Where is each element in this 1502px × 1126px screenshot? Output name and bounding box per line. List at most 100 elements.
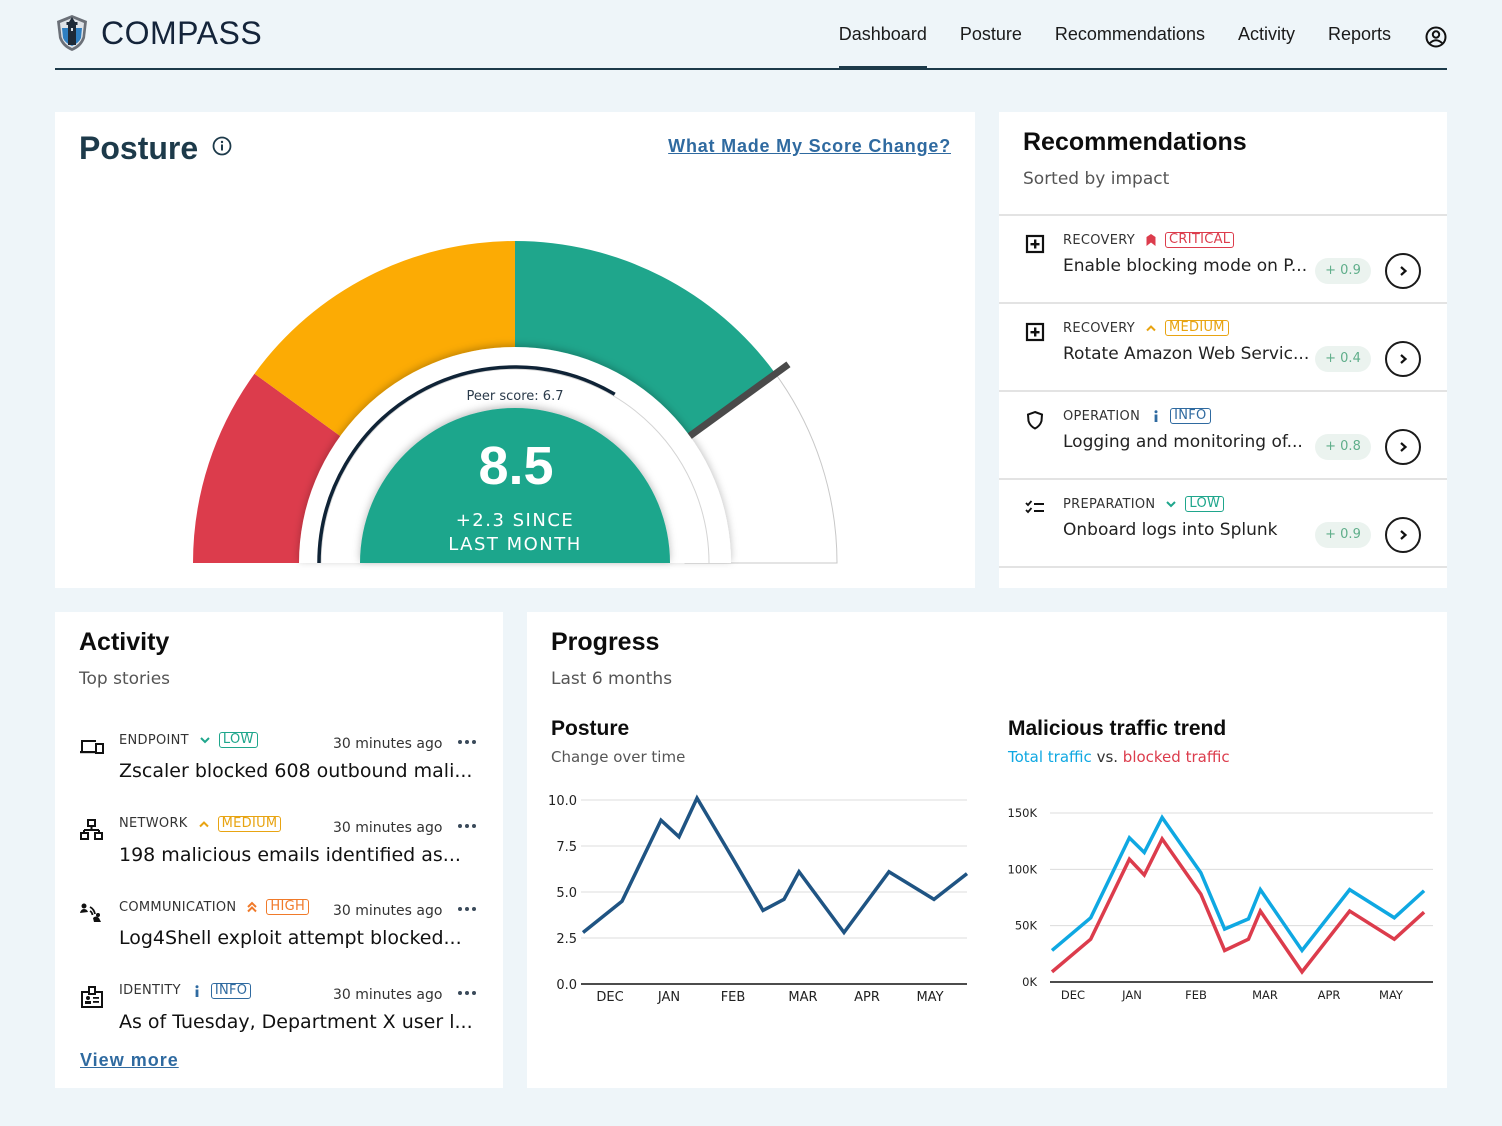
- recommendation-text: Onboard logs into Splunk: [1063, 520, 1278, 540]
- score-value: 8.5: [478, 436, 553, 496]
- activity-text: Log4Shell exploit attempt blocked...: [119, 927, 462, 949]
- recommendation-item[interactable]: OPERATION INFO Logging and monitoring of…: [999, 392, 1447, 480]
- nav-activity[interactable]: Activity: [1237, 24, 1295, 44]
- category-label: RECOVERY: [1063, 320, 1135, 336]
- open-recommendation-button[interactable]: [1385, 341, 1421, 377]
- impact-badge: + 0.9: [1315, 258, 1371, 284]
- score-change-line1: +2.3 SINCE: [456, 510, 575, 531]
- activity-item[interactable]: COMMUNICATION HIGH 30 minutes ago Log4Sh…: [55, 895, 503, 979]
- recommendations-card: Recommendations Sorted by impact RECOVER…: [999, 112, 1447, 588]
- activity-item[interactable]: ENDPOINT LOW 30 minutes ago Zscaler bloc…: [55, 728, 503, 812]
- recommendations-list: RECOVERY CRITICAL Enable blocking mode o…: [999, 214, 1447, 568]
- activity-text: 198 malicious emails identified as...: [119, 843, 461, 866]
- devices-icon: [80, 740, 104, 754]
- progress-card: Progress Last 6 months Posture Change ov…: [527, 612, 1447, 1088]
- legend-blocked-traffic: blocked traffic: [1122, 748, 1230, 766]
- open-recommendation-button[interactable]: [1385, 253, 1421, 289]
- progress-subtitle: Last 6 months: [551, 669, 673, 689]
- traffic-line-chart: 0K 50K 100K 150K DEC JAN FEB MAR APR MAY: [1008, 806, 1433, 1002]
- open-recommendation-button[interactable]: [1385, 429, 1421, 465]
- chevron-down-icon: [200, 737, 210, 744]
- recommendation-meta: RECOVERY CRITICAL: [1063, 232, 1235, 248]
- x-tick-label: MAY: [916, 990, 943, 1005]
- y-tick-label: 2.5: [556, 932, 577, 947]
- posture-chart-title: Posture: [551, 717, 630, 740]
- severity-badge: MEDIUM: [1164, 320, 1229, 336]
- severity-badge: INFO: [210, 982, 252, 999]
- posture-title: Posture: [79, 130, 199, 166]
- score-change-link[interactable]: What Made My Score Change?: [668, 136, 951, 156]
- series-line-posture: [581, 794, 969, 936]
- double-chevron-up-icon: [247, 901, 258, 913]
- score-disc: [360, 408, 670, 563]
- x-tick-label: JAN: [1121, 988, 1142, 1002]
- logo[interactable]: COMPASS: [55, 14, 262, 52]
- y-tick-label: 50K: [1015, 919, 1038, 933]
- activity-item[interactable]: IDENTITY INFO 30 minutes ago As of Tuesd…: [55, 979, 503, 1063]
- recommendations-subtitle: Sorted by impact: [1023, 169, 1170, 189]
- posture-card: Peer score: 6.7 8.5 +2.3 SINCE LAST MONT…: [55, 112, 975, 588]
- traffic-chart-subtitle: Total traffic vs. blocked traffic: [1008, 748, 1230, 766]
- chevron-right-icon: [1400, 354, 1408, 364]
- nav-dashboard[interactable]: Dashboard: [838, 20, 927, 70]
- open-recommendation-button[interactable]: [1385, 517, 1421, 553]
- activity-meta: IDENTITY INFO: [119, 982, 252, 999]
- y-tick-label: 0.0: [556, 978, 577, 993]
- recommendation-item[interactable]: RECOVERY CRITICAL Enable blocking mode o…: [999, 216, 1447, 304]
- impact-badge: + 0.4: [1315, 346, 1371, 372]
- more-options-icon[interactable]: [457, 822, 477, 830]
- critical-bookmark-icon: [1146, 234, 1156, 246]
- more-options-icon[interactable]: [457, 738, 477, 746]
- gauge-band-2: [515, 241, 776, 464]
- activity-meta: COMMUNICATION HIGH: [119, 899, 310, 915]
- recommendation-meta: OPERATION INFO: [1063, 408, 1211, 424]
- recommendations-title: Recommendations: [1023, 128, 1247, 156]
- info-i-icon: [1154, 410, 1158, 422]
- more-options-icon[interactable]: [457, 989, 477, 997]
- id-badge-icon: [81, 985, 103, 1008]
- y-tick-label: 7.5: [556, 840, 577, 855]
- communication-icon: [80, 903, 101, 922]
- nav-posture[interactable]: Posture: [959, 24, 1022, 44]
- y-tick-label: 100K: [1008, 862, 1038, 876]
- gauge-track-line: [320, 368, 710, 564]
- chevron-down-icon: [1166, 501, 1177, 508]
- recommendation-meta: PREPARATION LOW: [1063, 496, 1225, 512]
- category-label: ENDPOINT: [119, 732, 189, 748]
- posture-gauge: Peer score: 6.7 8.5 +2.3 SINCE LAST MONT…: [193, 241, 838, 564]
- nav-recommendations[interactable]: Recommendations: [1054, 24, 1205, 44]
- recommendation-text: Enable blocking mode on P...: [1063, 256, 1308, 276]
- activity-meta: ENDPOINT LOW: [119, 732, 258, 748]
- category-label: NETWORK: [119, 816, 188, 831]
- posture-line-chart: 0.0 2.5 5.0 7.5 10.0 DEC JAN FEB MAR APR MAY: [548, 794, 969, 1005]
- category-label: RECOVERY: [1063, 232, 1135, 248]
- activity-time: 30 minutes ago: [333, 903, 443, 919]
- series-line-total-traffic: [1050, 814, 1426, 954]
- activity-time: 30 minutes ago: [333, 986, 443, 1003]
- activity-time: 30 minutes ago: [333, 819, 443, 836]
- chevron-right-icon: [1400, 530, 1408, 540]
- x-tick-label: FEB: [721, 990, 746, 1005]
- y-tick-label: 10.0: [548, 794, 577, 809]
- plus-square-icon: [1025, 234, 1045, 254]
- recommendation-item[interactable]: RECOVERY MEDIUM Rotate Amazon Web Servic…: [999, 304, 1447, 392]
- x-tick-label: MAR: [788, 990, 817, 1005]
- view-more-link[interactable]: View more: [80, 1050, 179, 1070]
- x-tick-label: DEC: [1061, 988, 1085, 1002]
- activity-item[interactable]: NETWORK MEDIUM 30 minutes ago 198 malici…: [55, 812, 503, 896]
- more-options-icon[interactable]: [457, 905, 477, 913]
- y-tick-label: 0K: [1022, 975, 1037, 989]
- severity-badge: HIGH: [266, 899, 310, 915]
- user-circle-icon[interactable]: [1425, 26, 1447, 48]
- series-line-blocked-traffic: [1050, 835, 1426, 975]
- gauge-needle: [687, 361, 791, 439]
- info-circle-icon[interactable]: [212, 136, 232, 156]
- recommendation-text: Rotate Amazon Web Servic...: [1063, 344, 1310, 364]
- severity-badge: INFO: [1170, 408, 1211, 424]
- recommendation-text: Logging and monitoring of...: [1063, 432, 1303, 452]
- info-i-icon: [195, 984, 199, 997]
- recommendation-item[interactable]: PREPARATION LOW Onboard logs into Splunk…: [999, 480, 1447, 568]
- nav-reports[interactable]: Reports: [1327, 24, 1391, 44]
- chevron-up-icon: [198, 820, 209, 827]
- category-label: IDENTITY: [119, 983, 181, 998]
